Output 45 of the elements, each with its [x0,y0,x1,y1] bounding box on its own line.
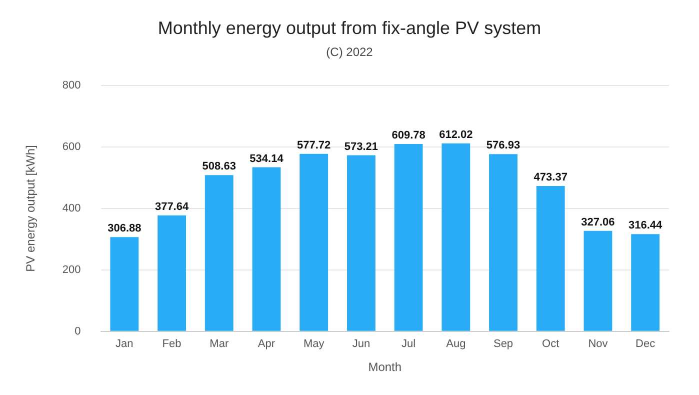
data-label: 473.37 [534,171,568,184]
bar [252,167,281,331]
x-tick-label: May [303,338,325,350]
data-label: 577.72 [297,139,331,152]
x-tick-label: Jul [402,338,416,350]
x-tick-label: Apr [258,338,276,350]
bar [204,175,234,331]
bar [158,215,186,331]
data-label: 534.14 [250,152,284,165]
x-tick-label: Oct [542,338,560,350]
data-label: 508.63 [202,160,236,173]
bar [631,234,660,331]
data-label: 327.06 [581,216,615,228]
data-label: 377.64 [154,200,190,213]
x-tick-label: Sep [493,338,514,350]
y-tick-label: 0 [74,325,81,338]
data-label: 316.44 [628,220,664,232]
bar [536,186,565,331]
y-tick-label: 800 [62,80,81,92]
y-tick-label: 600 [62,141,81,154]
bar [489,154,518,331]
x-tick-label: Mar [210,338,229,350]
bar [442,143,470,331]
bar [584,230,612,331]
bar [394,144,423,331]
chart-subtitle: (C) 2022 [325,45,374,59]
data-label: 306.88 [108,222,142,235]
bar [110,237,139,331]
x-tick-label: Nov [588,338,608,350]
data-label: 573.21 [344,140,378,153]
data-label: 609.78 [392,130,426,142]
x-tick-label: Jun [352,338,370,350]
chart-title: Monthly energy output from fix-angle PV system [156,18,542,39]
x-tick-label: Feb [162,338,182,350]
y-tick-label: 400 [62,202,81,215]
x-tick-label: Jan [116,338,134,350]
y-tick-label: 200 [62,264,81,276]
data-label: 576.93 [486,140,520,152]
x-tick-label: Aug [446,338,466,350]
bar [300,154,328,331]
data-label: 612.02 [439,128,473,141]
x-tick-label: Dec [636,338,656,350]
x-axis-title: Month [368,360,402,374]
y-axis-title: PV energy output [kWh] [24,145,38,272]
bar [346,155,376,331]
